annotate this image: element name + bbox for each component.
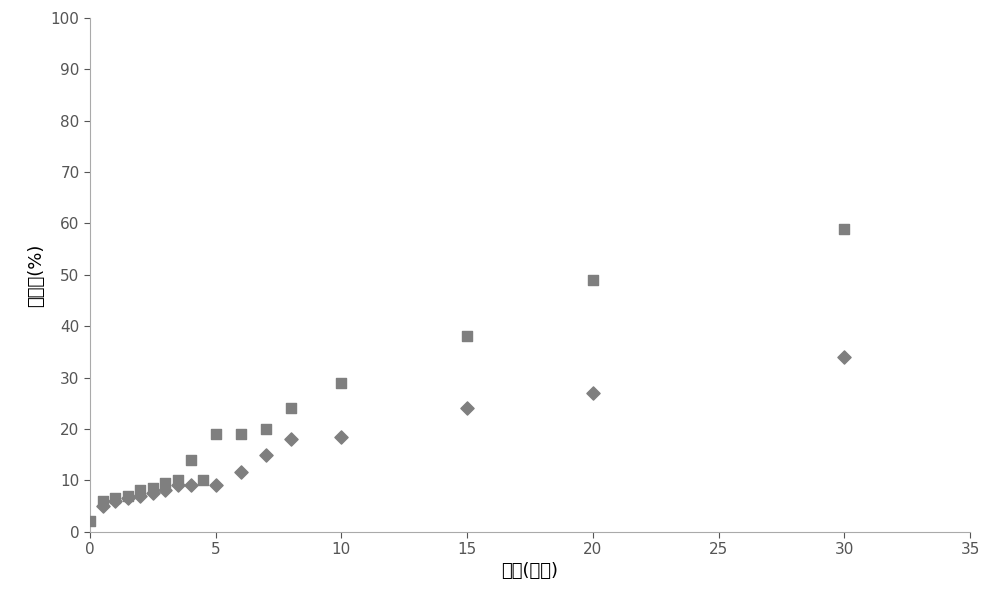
Point bbox=[836, 352, 852, 362]
Point bbox=[233, 429, 249, 439]
Point bbox=[107, 493, 123, 503]
Point bbox=[183, 455, 199, 464]
Point bbox=[585, 275, 601, 285]
Point bbox=[132, 486, 148, 495]
Point bbox=[836, 224, 852, 234]
Point bbox=[208, 481, 224, 490]
Point bbox=[170, 481, 186, 490]
Point bbox=[95, 501, 111, 511]
Point bbox=[157, 478, 173, 487]
Point bbox=[120, 493, 136, 503]
Point bbox=[157, 486, 173, 495]
Point bbox=[258, 424, 274, 434]
X-axis label: 时间(分钟): 时间(分钟) bbox=[502, 562, 558, 580]
Point bbox=[183, 481, 199, 490]
Point bbox=[145, 483, 161, 493]
Point bbox=[170, 475, 186, 485]
Point bbox=[283, 434, 299, 444]
Point bbox=[95, 496, 111, 506]
Point bbox=[107, 496, 123, 506]
Point bbox=[333, 432, 349, 442]
Point bbox=[82, 516, 98, 526]
Point bbox=[585, 388, 601, 397]
Point bbox=[233, 467, 249, 477]
Point bbox=[283, 403, 299, 413]
Point bbox=[258, 449, 274, 459]
Point bbox=[459, 332, 475, 341]
Point bbox=[120, 490, 136, 500]
Point bbox=[145, 488, 161, 498]
Point bbox=[459, 403, 475, 413]
Point bbox=[208, 429, 224, 439]
Y-axis label: 去除率(%): 去除率(%) bbox=[27, 243, 45, 306]
Point bbox=[195, 475, 211, 485]
Point bbox=[333, 378, 349, 388]
Point bbox=[132, 490, 148, 500]
